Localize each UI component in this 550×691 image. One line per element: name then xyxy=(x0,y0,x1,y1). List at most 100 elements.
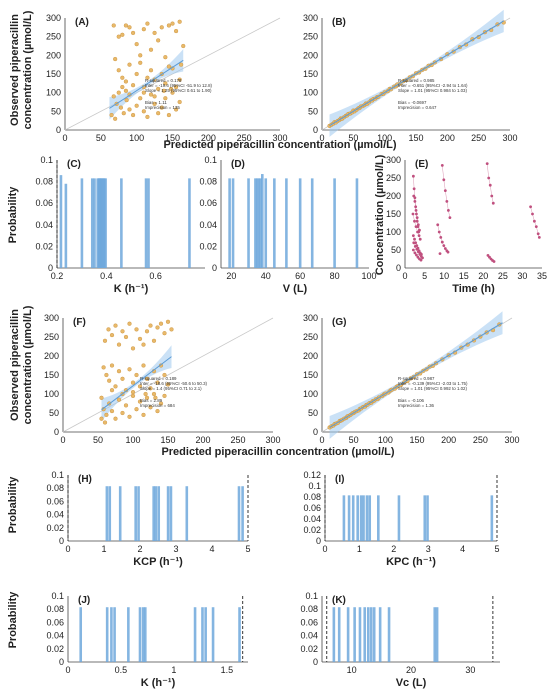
panel-label: (C) xyxy=(67,159,81,170)
data-point xyxy=(113,56,118,62)
data-point xyxy=(141,412,146,417)
y-tick-label: 100 xyxy=(46,88,61,98)
profile-segment xyxy=(414,239,416,243)
data-point xyxy=(109,409,115,414)
data-point xyxy=(120,32,125,37)
data-point xyxy=(152,94,157,99)
probability-bar xyxy=(298,178,302,268)
profile-segment xyxy=(415,246,418,250)
panel-label: (H) xyxy=(78,474,92,485)
y-tick-label: 0.06 xyxy=(46,496,64,506)
panel-b: 0 50 100 150 200 250 300 0 50 100 150 200 250 300 (B) R… xyxy=(303,9,518,143)
x-axis-title: Vᴄ (L) xyxy=(396,677,427,689)
probability-bar xyxy=(355,178,359,268)
y-tick-label: 0 xyxy=(316,536,321,546)
probability-bar xyxy=(490,495,494,541)
probability-bar xyxy=(80,178,84,268)
probability-bar xyxy=(363,607,367,662)
y-tick-label: 200 xyxy=(303,50,318,60)
profile-segment xyxy=(416,213,418,222)
data-point xyxy=(123,403,129,408)
x-tick-label: 250 xyxy=(230,435,245,445)
y-tick-label: 200 xyxy=(44,351,59,361)
data-point xyxy=(104,372,109,378)
data-point xyxy=(113,416,118,421)
data-point xyxy=(145,21,150,26)
profile-segment xyxy=(421,256,423,259)
y-tick-label: 250 xyxy=(386,173,401,183)
data-point xyxy=(177,19,182,24)
y-tick-label: 0 xyxy=(313,657,318,667)
data-point xyxy=(102,420,108,425)
data-point xyxy=(109,333,115,338)
data-point xyxy=(130,83,136,88)
x-tick-label: 200 xyxy=(441,435,456,445)
x-tick-label: 100 xyxy=(377,133,392,143)
data-point xyxy=(120,84,125,90)
profile-segment xyxy=(416,249,419,252)
scatter-ylabel-top-line2: concentration (µmol/L) xyxy=(22,10,34,129)
x-tick-label: 300 xyxy=(265,435,280,445)
data-point xyxy=(181,43,186,49)
y-tick-label: 0.1 xyxy=(51,470,64,480)
profile-segment xyxy=(490,258,493,261)
probability-bar xyxy=(154,486,158,541)
probability-bar xyxy=(255,178,259,268)
probability-bar xyxy=(110,607,113,662)
data-point xyxy=(177,99,182,105)
data-point xyxy=(113,323,118,328)
probability-bar xyxy=(228,178,231,268)
panel-label: (B) xyxy=(332,17,346,28)
profile-segment xyxy=(416,221,419,227)
x-tick-label: 200 xyxy=(201,133,216,143)
regression-stat: Inter = -19.6 (95%CI -51.9 to 12.8) xyxy=(145,83,213,88)
profile-segment xyxy=(488,177,491,186)
profile-segment xyxy=(446,250,449,253)
probability-bar xyxy=(141,607,145,662)
panel-f: 0 50 100 150 200 250 300 0 50 100 150 200 250 300 (F) R… xyxy=(44,313,281,445)
y-tick-label: 0.08 xyxy=(46,483,64,493)
scatter-xlabel-bottom: Predicted piperacillin concentration (µm… xyxy=(161,446,394,458)
y-tick-label: 50 xyxy=(308,408,318,418)
probability-bar xyxy=(397,495,401,541)
x-tick-label: 0 xyxy=(402,271,407,281)
panel-c: 0 0.02 0.04 0.06 0.08 0.1 0.2 0.4 0.6K (h⁻¹) (C) xyxy=(35,155,205,295)
y-tick-label: 0 xyxy=(313,125,318,135)
data-point xyxy=(121,111,126,116)
y-tick-label: 0 xyxy=(313,427,318,437)
data-point xyxy=(141,27,146,32)
data-point xyxy=(107,378,112,383)
probability-bar xyxy=(426,495,429,541)
data-point xyxy=(130,30,136,36)
data-point xyxy=(166,64,172,69)
data-point xyxy=(155,325,160,330)
profile-segment xyxy=(489,257,492,260)
profile-segment xyxy=(443,179,446,191)
data-point xyxy=(141,109,146,114)
profile-segment xyxy=(439,231,442,238)
data-point xyxy=(99,416,104,421)
data-point xyxy=(123,88,129,93)
y-tick-label: 50 xyxy=(308,106,318,116)
profile-segment xyxy=(418,235,421,240)
panel-d: 0 0.02 0.04 0.06 0.08 0.1 20 40 60 80 100 V (L) (D) xyxy=(199,155,376,295)
x-tick-label: 40 xyxy=(261,271,271,281)
data-point xyxy=(170,90,175,95)
profile-segment xyxy=(437,224,440,233)
probability-bar xyxy=(368,495,372,541)
data-point xyxy=(141,342,146,347)
y-tick-label: 300 xyxy=(44,313,59,323)
y-tick-label: 0 xyxy=(396,263,401,273)
probability-bar xyxy=(211,607,215,662)
data-point xyxy=(151,338,157,343)
panel-a: 0 50 100 150 200 250 300 0 50 100 150 200 250 300 (A) R… xyxy=(46,13,288,143)
panel-i: 00.020.040.060.080.10.12 0 1 2 3 4 5 KPC (h⁻¹) (… xyxy=(303,470,499,568)
probability-bar xyxy=(333,178,336,268)
panel-j: 0 0.02 0.04 0.06 0.08 0.1 0 0.5 1 1.5 K (h⁻¹) (J) xyxy=(46,591,248,689)
probability-bar xyxy=(259,178,262,268)
probability-bar xyxy=(337,607,341,662)
data-point xyxy=(127,367,132,372)
y-tick-label: 0.06 xyxy=(199,198,217,208)
data-point xyxy=(134,327,139,332)
